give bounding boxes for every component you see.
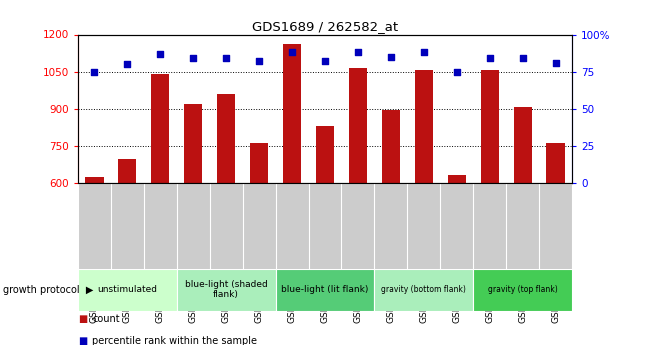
Point — [188, 56, 198, 61]
Point — [452, 69, 462, 75]
Point — [517, 56, 528, 61]
Bar — [448, 175, 466, 183]
Point — [353, 50, 363, 55]
Text: unstimulated: unstimulated — [98, 285, 157, 294]
Text: ■: ■ — [78, 314, 87, 324]
Text: percentile rank within the sample: percentile rank within the sample — [92, 336, 257, 345]
Bar — [480, 70, 499, 183]
Point — [287, 50, 297, 55]
Text: blue-light (shaded
flank): blue-light (shaded flank) — [185, 280, 268, 299]
Bar — [547, 143, 565, 183]
Point — [254, 58, 265, 64]
Bar — [118, 159, 136, 183]
Point — [221, 56, 231, 61]
Point — [89, 69, 99, 75]
Bar — [473, 269, 572, 310]
Text: gravity (top flank): gravity (top flank) — [488, 285, 558, 294]
Bar — [415, 70, 433, 183]
Bar — [382, 110, 400, 183]
Title: GDS1689 / 262582_at: GDS1689 / 262582_at — [252, 20, 398, 33]
Point — [385, 54, 396, 60]
Bar — [514, 107, 532, 183]
Point — [419, 50, 429, 55]
Bar — [177, 269, 276, 310]
Bar — [250, 143, 268, 183]
Bar — [184, 104, 202, 183]
Text: growth protocol  ▶: growth protocol ▶ — [3, 285, 94, 295]
Bar — [283, 45, 301, 183]
Bar — [217, 94, 235, 183]
Text: blue-light (lit flank): blue-light (lit flank) — [281, 285, 369, 294]
Point — [320, 58, 330, 64]
Bar — [374, 269, 473, 310]
Bar — [151, 74, 170, 183]
Bar — [78, 269, 177, 310]
Point — [484, 56, 495, 61]
Bar — [316, 126, 334, 183]
Point — [122, 61, 133, 67]
Text: ■: ■ — [78, 336, 87, 345]
Point — [551, 60, 561, 66]
Bar — [276, 269, 374, 310]
Point — [155, 51, 166, 57]
Bar — [349, 68, 367, 183]
Text: gravity (bottom flank): gravity (bottom flank) — [382, 285, 466, 294]
Text: count: count — [92, 314, 120, 324]
Bar — [85, 177, 103, 183]
